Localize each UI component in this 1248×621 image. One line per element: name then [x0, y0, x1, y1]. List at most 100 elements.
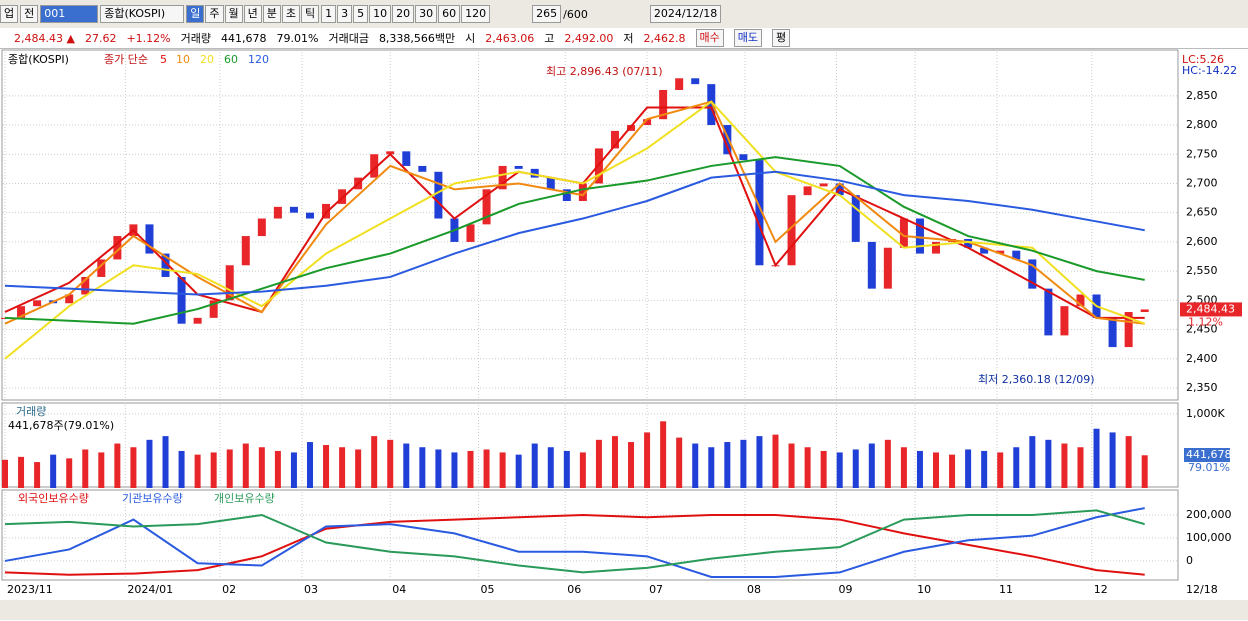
name[interactable]: 종합(KOSPI): [100, 5, 185, 23]
candle: [996, 250, 1005, 254]
bar: [210, 452, 217, 488]
bar: [884, 439, 891, 488]
code[interactable]: 001: [40, 5, 99, 23]
toolbar-button[interactable]: 10: [369, 5, 392, 23]
candle: [883, 247, 892, 289]
toolbar-button[interactable]: 120: [461, 5, 491, 23]
sell-button[interactable]: 매도: [733, 29, 763, 47]
last-pct: 1.12%: [1188, 315, 1223, 328]
last-box: [1184, 448, 1230, 462]
bar: [724, 442, 731, 488]
pct: +1.12%: [126, 31, 171, 45]
y-tick-label: 100,000: [1186, 531, 1232, 544]
candle: [867, 241, 876, 289]
bar: [34, 462, 41, 488]
toolbar-button[interactable]: 일: [186, 5, 205, 23]
bar: [114, 443, 121, 488]
candle: [562, 189, 571, 201]
y-tick-label: 200,000: [1186, 508, 1232, 521]
info-bar: 2,484.43 ▲ 27.62 +1.12% 거래량 441,678 79.0…: [0, 28, 1248, 49]
toolbar-button[interactable]: 60: [438, 5, 461, 23]
legend-entry: 개인보유수량: [214, 492, 275, 505]
market[interactable]: 업: [0, 5, 19, 23]
x-end-label: 12/18: [1186, 583, 1218, 596]
panel: [1, 489, 1179, 581]
toolbar-button[interactable]: 초: [281, 5, 300, 23]
bar: [1045, 439, 1052, 488]
bar: [547, 447, 554, 488]
bar: [178, 450, 185, 488]
panel-subtitle: 441,678주(79.01%): [8, 419, 114, 432]
bar: [820, 450, 827, 488]
bar: [146, 439, 153, 488]
toolbar-button[interactable]: 3: [337, 5, 353, 23]
toolbar-button[interactable]: 20: [392, 5, 415, 23]
candle: [1060, 306, 1069, 336]
x-tick-label: 12: [1094, 583, 1108, 596]
value: 441,678: [221, 31, 267, 45]
right-label: HC:-14.22: [1182, 64, 1237, 77]
bar: [804, 447, 811, 488]
candle: [257, 218, 266, 237]
candle: [65, 294, 74, 304]
toolbar-button[interactable]: 년: [243, 5, 262, 23]
chart: 2,3502,4002,4502,5002,5502,6002,6502,700…: [0, 49, 1248, 620]
candle: [819, 183, 828, 187]
candle: [980, 247, 989, 254]
bar: [1093, 428, 1100, 488]
bar: [1029, 436, 1036, 488]
prev[interactable]: 전: [20, 5, 39, 23]
bar: [1013, 447, 1020, 488]
candle: [145, 224, 154, 254]
x-tick-label: 08: [747, 583, 761, 596]
legend-entry: 10: [176, 53, 190, 66]
bar: [242, 443, 249, 488]
x-tick-label: 10: [917, 583, 931, 596]
toolbar-button[interactable]: 1: [321, 5, 337, 23]
bar: [1125, 436, 1132, 488]
count[interactable]: 265: [532, 5, 562, 23]
series-line: [4, 509, 1145, 574]
bar: [611, 436, 618, 488]
candle: [915, 218, 924, 254]
x-tick-label: 06: [567, 583, 581, 596]
candle: [498, 165, 507, 190]
candle: [899, 218, 908, 248]
scrollbar[interactable]: [0, 600, 1248, 620]
toolbar-button[interactable]: 5: [353, 5, 369, 23]
candle: [418, 165, 427, 172]
bar: [676, 437, 683, 488]
bar: [868, 443, 875, 488]
buy-button[interactable]: 매수: [695, 29, 724, 47]
bar: [836, 452, 843, 488]
value: 8,338,566백만: [378, 32, 456, 45]
toolbar-button[interactable]: 30: [415, 5, 438, 23]
y-tick-label: 2,850: [1186, 89, 1218, 102]
y-tick-label: 2,650: [1186, 206, 1218, 219]
date[interactable]: 2024/12/18: [649, 5, 722, 23]
series-line: [4, 156, 1145, 325]
legend-entry: 외국인보유수량: [18, 492, 89, 505]
candle: [723, 125, 732, 155]
x-tick-label: 07: [649, 583, 663, 596]
price: 2,484.43 ▲: [14, 31, 75, 45]
toolbar-button[interactable]: 월: [224, 5, 243, 23]
bar: [306, 442, 313, 488]
label: 거래대금: [328, 32, 369, 45]
bar: [403, 443, 410, 488]
toolbar-button[interactable]: 틱: [301, 5, 320, 23]
bar: [50, 454, 57, 488]
toolbar-button[interactable]: 주: [205, 5, 224, 23]
candle: [241, 236, 250, 266]
candle: [113, 236, 122, 260]
bar: [467, 450, 474, 488]
candle: [33, 300, 42, 307]
last-label: 441,678: [1186, 448, 1232, 461]
candle: [707, 84, 716, 126]
avg-button[interactable]: 평: [772, 29, 791, 47]
bar: [66, 458, 73, 488]
bar: [628, 442, 635, 488]
toolbar-button[interactable]: 분: [262, 5, 281, 23]
bar: [387, 439, 394, 488]
